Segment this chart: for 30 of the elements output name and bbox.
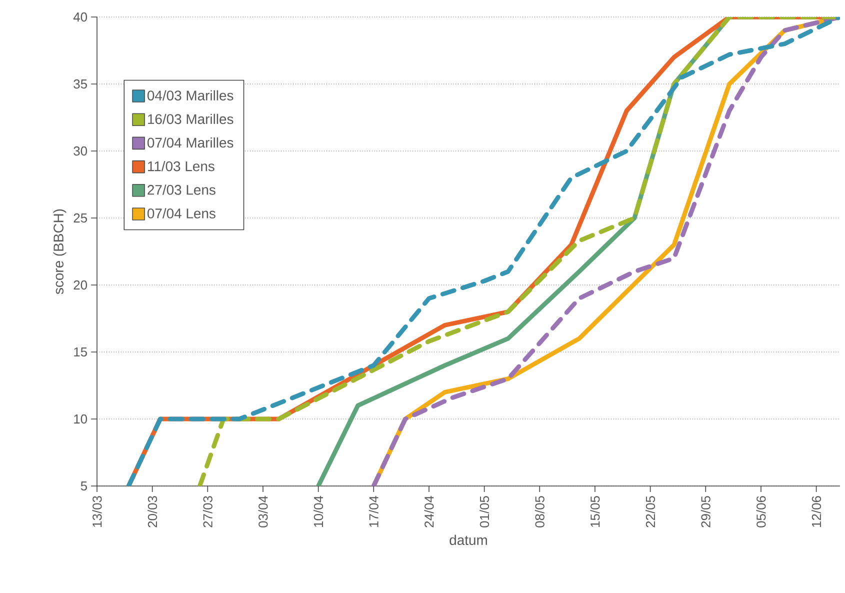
x-tick-label: 20/03 bbox=[148, 496, 158, 528]
x-tick-label: 15/05 bbox=[590, 496, 600, 527]
y-tick-label: 35 bbox=[74, 79, 87, 89]
y-axis-title: score (BBCH) bbox=[53, 209, 66, 294]
x-tick-label: 27/03 bbox=[202, 496, 212, 528]
x-axis-title: datum bbox=[450, 534, 487, 546]
x-tick-label: 10/04 bbox=[314, 496, 324, 527]
x-tick-label: 29/05 bbox=[700, 496, 710, 528]
legend-label: 27/03 Lens bbox=[148, 184, 216, 195]
y-tick-label: 30 bbox=[74, 146, 88, 156]
x-tick-label: 13/03 bbox=[92, 496, 102, 527]
y-tick-label: 25 bbox=[74, 213, 87, 223]
y-tick-label: 20 bbox=[74, 280, 88, 290]
legend-label: 16/03 Marilles bbox=[148, 114, 234, 124]
y-tick-label: 40 bbox=[73, 12, 88, 22]
legend-label: 07/04 Lens bbox=[147, 208, 216, 218]
legend-label: 07/04 Marilles bbox=[147, 137, 234, 148]
x-tick-label: 12/06 bbox=[812, 496, 822, 527]
x-tick-label: 17/04 bbox=[368, 496, 378, 527]
x-tick-label: 22/05 bbox=[646, 496, 656, 528]
x-tick-label: 24/04 bbox=[424, 496, 434, 528]
x-tick-label: 03/04 bbox=[258, 496, 268, 528]
y-tick-label: 5 bbox=[80, 481, 87, 491]
y-tick-label: 10 bbox=[74, 414, 88, 424]
legend-label: 11/03 Lens bbox=[148, 160, 214, 172]
legend-label: 04/03 Marilles bbox=[147, 90, 234, 100]
x-tick-label: 05/06 bbox=[756, 496, 766, 528]
x-tick-label: 01/05 bbox=[480, 496, 490, 528]
y-tick-label: 15 bbox=[74, 347, 87, 357]
x-tick-label: 08/05 bbox=[534, 496, 544, 528]
